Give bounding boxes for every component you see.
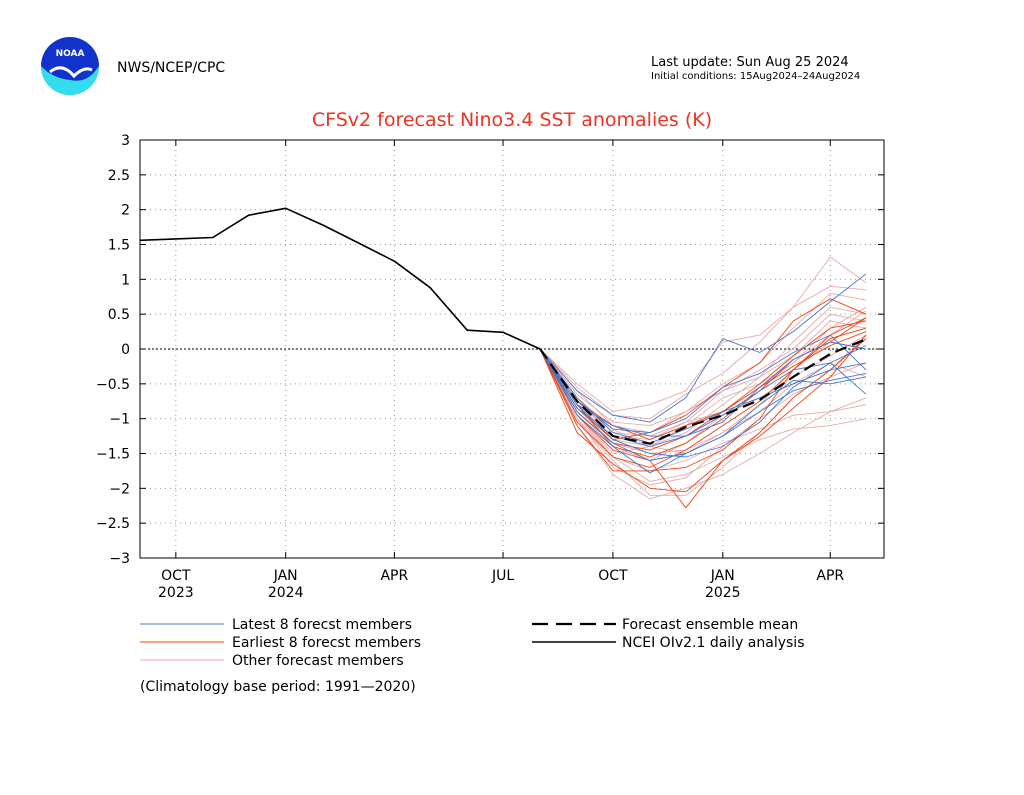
- x-tick-label: OCT: [161, 568, 191, 584]
- y-tick-label: −1: [109, 412, 130, 428]
- series-line-earliest-23: [539, 331, 867, 441]
- series-line-other-10: [539, 320, 867, 441]
- y-tick-label: −3: [109, 551, 130, 567]
- y-tick-label: 0.5: [108, 307, 130, 323]
- x-tick-label: OCT: [598, 568, 628, 584]
- legend-label-earliest: Earliest 8 forecst members: [232, 635, 421, 651]
- series-line-observed-0: [139, 207, 541, 350]
- y-tick-label: 3: [121, 133, 130, 149]
- last-update-label: Last update: Sun Aug 25 2024: [651, 55, 849, 70]
- series-line-other-2: [539, 256, 867, 420]
- series-line-other-8: [539, 285, 867, 413]
- y-tick-label: −0.5: [96, 377, 130, 393]
- noaa-logo-text: NOAA: [56, 49, 85, 59]
- legend-label-latest: Latest 8 forecst members: [232, 617, 412, 633]
- series-line-latest-33: [539, 341, 867, 437]
- y-tick-label: 1: [121, 272, 130, 288]
- series-line-earliest-19: [539, 338, 867, 493]
- y-tick-label: 2.5: [108, 168, 130, 184]
- y-tick-label: −2.5: [96, 516, 130, 532]
- chart-grid: [140, 140, 884, 558]
- x-tick-label: APR: [380, 568, 408, 584]
- y-axis: 3 2.5 2 1.5 1 0.5 0 −0.5 −1 −1.5 −2 −2.5 −3: [96, 133, 884, 567]
- legend-label-observed: NCEI OIv2.1 daily analysis: [622, 635, 805, 651]
- noaa-logo-icon: NOAA: [41, 37, 99, 95]
- series-line-earliest-21: [539, 298, 867, 441]
- chart-legend: Latest 8 forecst members Earliest 8 fore…: [140, 617, 805, 669]
- series-line-earliest-24: [539, 327, 867, 468]
- chart-series: [139, 207, 867, 509]
- series-line-other-17: [539, 341, 867, 454]
- series-line-latest-26: [539, 273, 867, 423]
- legend-label-other: Other forecast members: [232, 653, 404, 669]
- x-tick-label: JAN: [710, 568, 735, 584]
- chart-title: CFSv2 forecast Nino3.4 SST anomalies (K): [312, 109, 712, 131]
- series-line-earliest-20: [539, 334, 867, 509]
- series-line-other-5: [539, 348, 867, 482]
- series-line-latest-30: [539, 345, 867, 458]
- y-tick-label: 0: [121, 342, 130, 358]
- x-tick-year-label: 2024: [268, 585, 304, 601]
- series-line-other-9: [539, 310, 867, 447]
- x-tick-label: JAN: [273, 568, 298, 584]
- y-tick-label: −1.5: [96, 447, 130, 463]
- x-tick-year-label: 2025: [705, 585, 741, 601]
- series-line-other-12: [539, 348, 867, 454]
- series-line-mean-1: [539, 338, 867, 445]
- y-tick-label: 1.5: [108, 238, 130, 254]
- x-tick-label: JUL: [491, 568, 514, 584]
- y-tick-label: 2: [121, 203, 130, 219]
- series-line-other-14: [539, 306, 867, 437]
- x-tick-label: APR: [816, 568, 844, 584]
- series-line-latest-32: [539, 348, 867, 461]
- y-tick-label: −2: [109, 481, 130, 497]
- x-tick-year-label: 2023: [158, 585, 194, 601]
- initial-conditions-label: Initial conditions: 15Aug2024–24Aug2024: [651, 71, 860, 82]
- agency-label: NWS/NCEP/CPC: [117, 60, 225, 76]
- climatology-footnote: (Climatology base period: 1991—2020): [140, 679, 416, 695]
- legend-label-mean: Forecast ensemble mean: [622, 617, 798, 633]
